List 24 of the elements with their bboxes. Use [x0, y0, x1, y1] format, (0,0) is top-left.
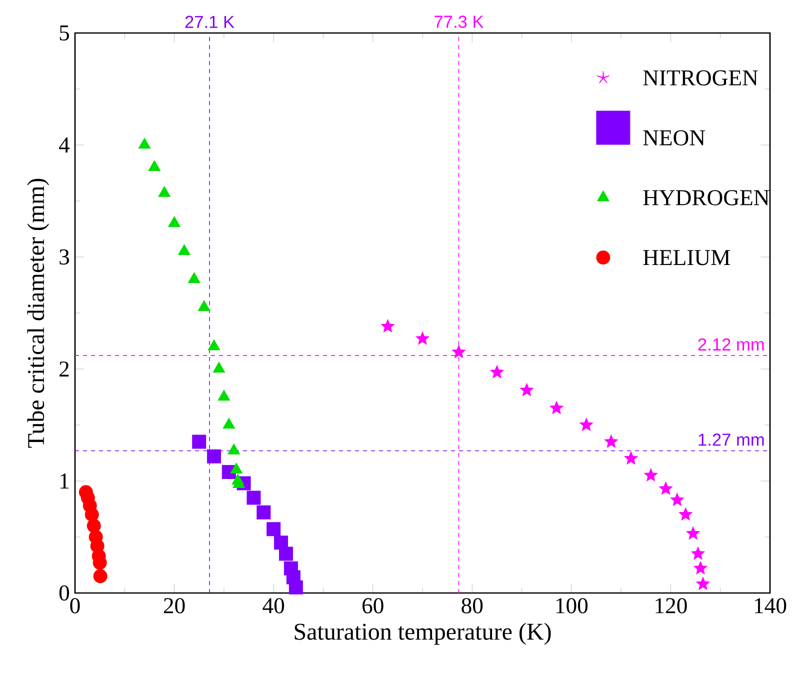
legend-label: HELIUM: [643, 250, 730, 266]
x-axis-title: Saturation temperature (K): [294, 622, 551, 645]
y-tick-label: 2: [60, 361, 69, 376]
x-tick-label: 80: [462, 598, 483, 614]
y-tick-label: 0: [59, 585, 70, 601]
legend-label: HYDROGEN: [643, 190, 770, 206]
legend-label: NITROGEN: [643, 70, 758, 86]
y-tick-label: 1: [60, 473, 69, 488]
y-tick-label: 5: [60, 25, 70, 41]
x-tick-label: 60: [362, 598, 384, 614]
ref-line-label: 1.27 mm: [698, 434, 764, 446]
x-tick-label: 140: [754, 598, 786, 614]
x-tick-label: 0: [70, 598, 80, 614]
ref-line-label: 2.12 mm: [698, 338, 764, 350]
x-tick-label: 100: [556, 598, 588, 614]
x-tick-label: 120: [656, 598, 687, 614]
ref-line-label: 77.3 K: [434, 16, 484, 28]
y-axis-title: Tube critical diameter (mm): [27, 178, 49, 448]
x-tick-label: 20: [164, 598, 185, 614]
x-tick-label: 40: [262, 598, 284, 614]
ref-line-label: 27.1 K: [185, 16, 234, 28]
legend-label: NEON: [643, 130, 706, 146]
y-tick-label: 3: [60, 249, 70, 265]
y-tick-label: 4: [59, 138, 70, 152]
